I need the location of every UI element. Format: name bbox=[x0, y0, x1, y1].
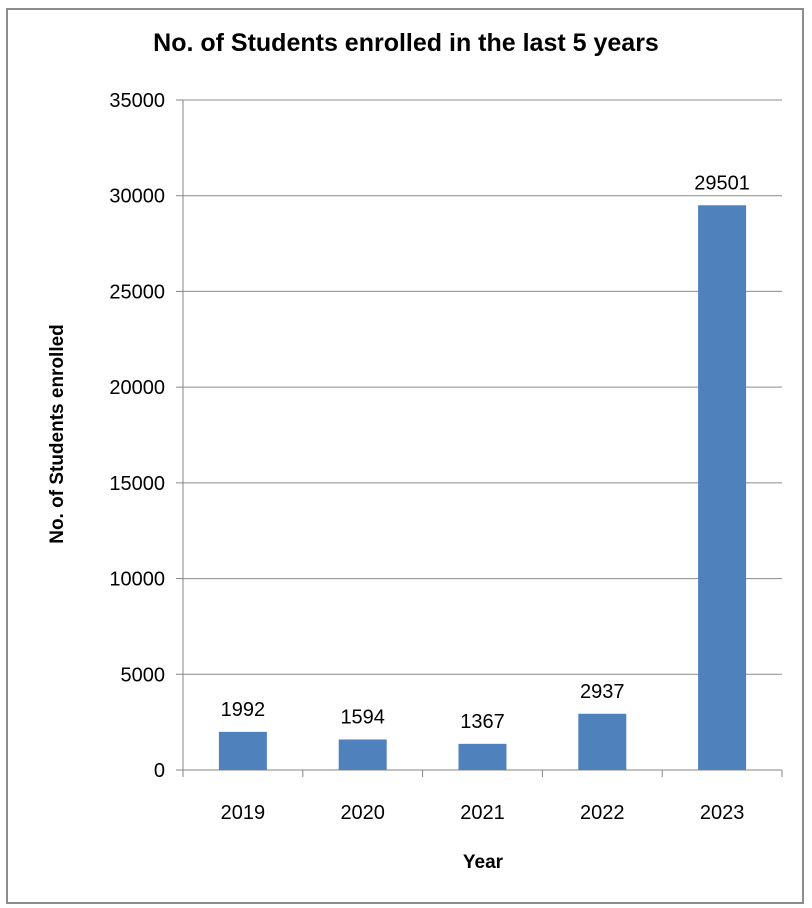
y-tick-label: 0 bbox=[154, 760, 165, 782]
bar bbox=[698, 205, 747, 770]
y-tick-label: 5000 bbox=[121, 664, 166, 686]
data-label: 29501 bbox=[694, 172, 750, 194]
chart-title: No. of Students enrolled in the last 5 y… bbox=[153, 29, 659, 57]
data-label: 1992 bbox=[221, 699, 266, 721]
x-tick-label: 2023 bbox=[700, 802, 745, 824]
bar bbox=[458, 743, 507, 770]
x-tick-label: 2020 bbox=[340, 802, 385, 824]
bar bbox=[578, 713, 627, 770]
bar bbox=[338, 739, 387, 770]
y-tick-label: 15000 bbox=[109, 473, 165, 495]
y-tick-label: 25000 bbox=[109, 281, 165, 303]
data-label: 1367 bbox=[460, 711, 505, 733]
x-tick-label: 2022 bbox=[580, 802, 625, 824]
x-tick-label: 2019 bbox=[221, 802, 266, 824]
bar bbox=[218, 731, 267, 770]
y-tick-label: 10000 bbox=[109, 569, 165, 591]
chart-frame bbox=[6, 8, 804, 904]
data-label: 1594 bbox=[340, 706, 385, 728]
y-tick-label: 30000 bbox=[109, 186, 165, 208]
x-tick-label: 2021 bbox=[460, 802, 505, 824]
x-axis-title: Year bbox=[462, 852, 504, 873]
data-label: 2937 bbox=[580, 681, 625, 703]
y-tick-label: 35000 bbox=[109, 90, 165, 112]
y-tick-label: 20000 bbox=[109, 377, 165, 399]
